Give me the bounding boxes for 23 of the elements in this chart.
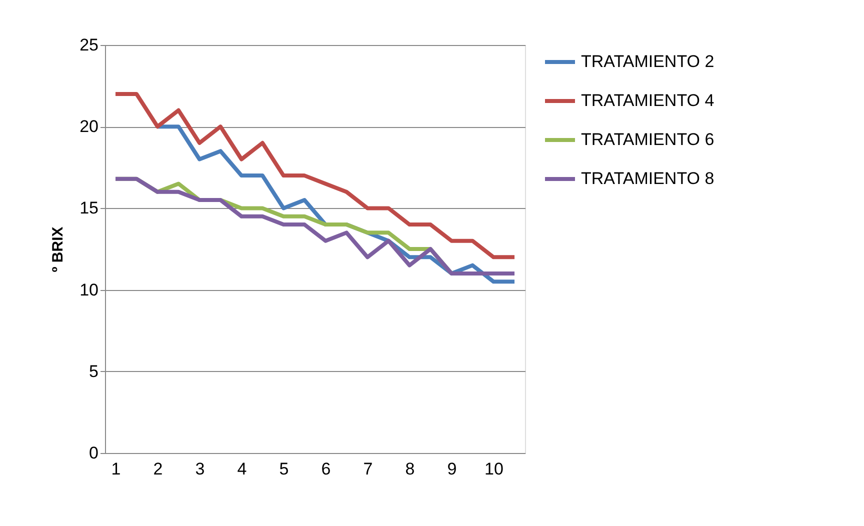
legend-label: TRATAMIENTO 2	[581, 52, 714, 71]
x-tick-label: 5	[279, 460, 289, 478]
x-tick-label: 9	[447, 460, 457, 478]
y-tick-label: 25	[80, 36, 98, 54]
y-tick-label: 15	[80, 198, 98, 218]
y-tick-label: 0	[89, 444, 98, 462]
x-tick-label: 3	[195, 460, 205, 478]
x-tick-label: 8	[405, 460, 415, 478]
y-tick-label: 20	[80, 117, 98, 136]
x-tick-label: 6	[321, 460, 331, 478]
legend-label: TRATAMIENTO 4	[581, 91, 714, 110]
x-tick-label: 2	[153, 460, 163, 478]
x-tick-label: 7	[363, 460, 373, 478]
x-tick-label: 10	[484, 460, 504, 478]
x-tick-label: 4	[237, 460, 247, 478]
legend-label: TRATAMIENTO 6	[581, 130, 714, 149]
legend-label: TRATAMIENTO 8	[581, 169, 714, 188]
line-series	[114, 176, 516, 276]
y-tick-label: 10	[80, 280, 98, 300]
line-series	[114, 92, 516, 260]
x-tick-label: 1	[111, 460, 121, 478]
y-axis-title: º BRIX	[50, 226, 67, 272]
y-tick-label: 5	[89, 362, 98, 381]
